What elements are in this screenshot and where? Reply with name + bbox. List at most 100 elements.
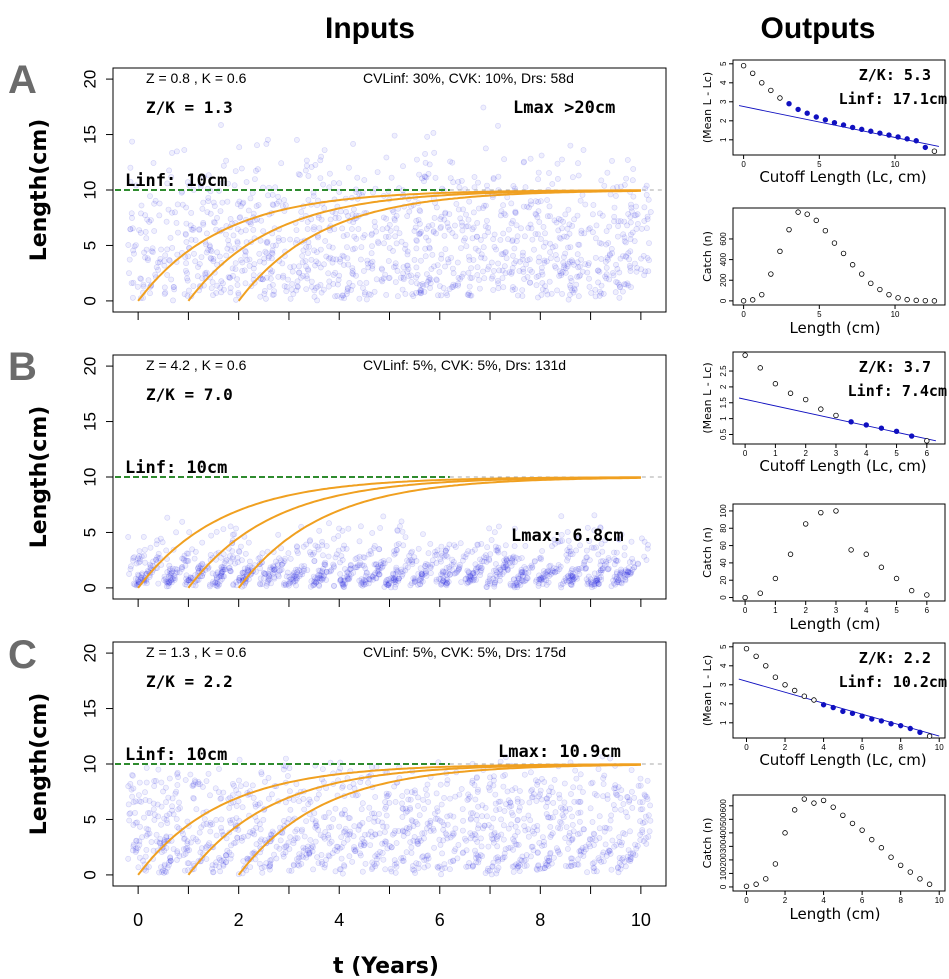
data-point — [543, 569, 550, 575]
data-point — [483, 584, 490, 590]
data-point — [184, 277, 191, 284]
data-point — [547, 834, 554, 840]
data-point — [539, 842, 545, 849]
data-point — [569, 822, 576, 828]
data-point — [313, 822, 320, 829]
data-point — [612, 782, 619, 789]
data-point — [464, 580, 470, 587]
data-point — [343, 208, 349, 215]
data-point — [321, 572, 327, 578]
x-tick-label: 2 — [783, 896, 788, 905]
data-point — [531, 830, 538, 837]
data-point — [545, 857, 552, 864]
data-point — [365, 264, 372, 271]
data-point — [802, 521, 809, 527]
data-point — [148, 248, 155, 255]
data-point — [587, 576, 594, 583]
data-point — [264, 240, 271, 246]
data-point — [321, 205, 328, 212]
data-point — [378, 559, 385, 565]
data-point — [400, 805, 406, 812]
data-point — [642, 268, 649, 275]
data-point — [585, 573, 592, 580]
data-point — [502, 270, 509, 277]
data-point — [598, 290, 605, 297]
data-point — [569, 835, 576, 842]
y-tick-label: 4 — [719, 80, 728, 85]
data-point — [613, 278, 619, 285]
data-point — [129, 847, 136, 854]
data-point — [749, 70, 756, 76]
data-point — [492, 572, 499, 579]
data-point — [357, 256, 364, 263]
data-point — [580, 147, 587, 153]
data-point — [526, 564, 533, 571]
data-point — [220, 526, 227, 532]
data-point — [538, 269, 545, 275]
data-point — [501, 564, 508, 571]
data-point — [307, 537, 313, 544]
data-point — [209, 865, 215, 872]
data-point — [627, 268, 634, 274]
data-point — [277, 824, 283, 831]
data-point — [641, 272, 647, 278]
data-point — [409, 866, 416, 873]
data-point — [523, 261, 529, 268]
data-point — [868, 128, 874, 134]
x-tick-label: 6 — [925, 449, 930, 458]
data-point — [484, 182, 490, 189]
data-point — [421, 805, 427, 812]
data-point — [157, 535, 164, 542]
y-axis-label: (Mean L - Lc) — [701, 362, 714, 433]
data-point — [551, 565, 557, 571]
data-point — [512, 286, 518, 292]
data-point — [430, 825, 436, 832]
data-point — [466, 577, 473, 584]
data-point — [345, 261, 351, 268]
data-point — [191, 777, 198, 784]
data-point — [512, 209, 519, 216]
data-point — [359, 579, 366, 586]
data-point — [346, 574, 353, 581]
data-point — [347, 562, 354, 569]
data-point — [422, 150, 428, 157]
data-point — [563, 824, 570, 830]
data-point — [196, 226, 203, 233]
data-point — [135, 579, 142, 585]
data-point — [482, 202, 489, 209]
data-point — [184, 838, 191, 845]
data-point — [454, 567, 461, 574]
data-point — [205, 194, 212, 201]
data-point — [515, 574, 522, 581]
data-point — [585, 580, 592, 587]
data-point — [340, 580, 347, 587]
data-point — [180, 831, 186, 837]
data-point — [336, 823, 343, 830]
data-point — [331, 226, 338, 233]
data-point — [394, 293, 401, 300]
data-point — [268, 857, 275, 863]
data-point — [151, 783, 158, 789]
data-point — [136, 558, 143, 565]
x-tick-label: 8 — [898, 896, 903, 905]
data-point — [389, 575, 396, 581]
data-point — [500, 564, 507, 570]
data-point — [536, 555, 543, 562]
data-point — [207, 246, 214, 253]
data-point — [292, 575, 299, 582]
data-point — [547, 240, 553, 247]
data-point — [538, 152, 545, 159]
data-point — [344, 255, 351, 262]
data-point — [438, 866, 445, 872]
x-axis-label: t (Years) — [333, 954, 439, 979]
data-point — [200, 821, 207, 828]
data-point — [604, 169, 611, 176]
data-point — [580, 789, 586, 795]
data-point — [596, 575, 602, 581]
data-point — [627, 236, 634, 243]
data-point — [362, 577, 369, 584]
data-point — [525, 826, 532, 833]
data-point — [605, 555, 612, 561]
data-point — [622, 574, 629, 580]
